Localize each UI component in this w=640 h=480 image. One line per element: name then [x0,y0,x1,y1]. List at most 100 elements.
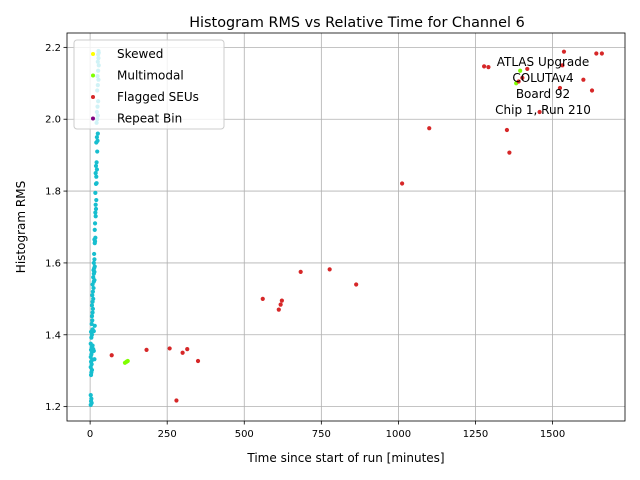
annotation-line: Chip 1, Run 210 [495,103,591,117]
data-point [589,88,595,93]
data-point [93,171,98,176]
data-point [93,202,98,207]
legend-label: Skewed [117,47,163,61]
x-tick-label: 1500 [540,429,565,440]
data-point [91,275,96,280]
data-point [92,323,97,328]
data-point [278,302,283,307]
data-point [279,298,284,303]
data-point [144,347,149,352]
y-tick-label: 1.6 [45,258,61,269]
y-tick-label: 2.2 [45,43,61,54]
annotation-line: COLUTAv4 [512,71,573,85]
data-point [94,135,100,140]
axis-ticks: 0 250 500 750 1000 1250 1500 1.2 1.4 1.6 1.8 2.0 2.2 [45,43,565,440]
data-point [594,51,599,56]
data-point [560,63,565,68]
data-point [94,160,99,165]
data-point [91,260,96,266]
data-point [167,346,172,351]
data-point [89,303,95,308]
data-point [94,181,99,186]
data-point [486,65,491,70]
legend-marker [91,73,95,78]
data-point [92,227,97,232]
data-point [504,127,510,133]
data-point [180,350,185,355]
x-tick-label: 0 [87,429,93,440]
data-point [94,167,100,172]
legend: Skewed Multimodal Flagged SEUs Repeat Bin [73,39,225,130]
data-point [276,307,281,312]
data-point [427,126,432,131]
data-point [92,257,97,262]
y-axis-label: Histogram RMS [14,181,28,273]
data-point [518,68,523,73]
data-point [93,163,99,169]
data-point [94,174,99,179]
data-point [89,400,94,406]
y-tick-label: 1.2 [45,402,61,413]
data-point [95,138,100,143]
data-point [92,357,97,362]
data-point [91,348,96,354]
data-point [482,64,487,69]
data-point [90,306,95,312]
legend-marker [91,95,95,99]
data-point [195,358,201,364]
data-point [89,396,94,401]
data-point [91,285,96,291]
data-point [93,235,98,240]
data-point [109,353,114,358]
chart-title: Histogram RMS vs Relative Time for Chann… [189,15,525,31]
legend-marker [91,52,95,56]
data-point [93,210,98,215]
legend-label: Multimodal [117,69,184,83]
data-point [92,264,97,269]
data-point [525,66,530,72]
data-point [90,289,95,294]
data-point [89,313,95,319]
x-axis-label: Time since start of run [minutes] [246,451,444,465]
data-point [174,398,179,403]
x-tick-label: 500 [235,429,254,440]
data-point [327,267,332,272]
data-point [89,321,94,327]
data-point [88,341,93,346]
x-tick-label: 250 [158,429,177,440]
data-point [599,51,604,56]
x-tick-label: 1250 [463,429,488,440]
data-point [557,85,563,91]
data-point [520,75,525,81]
data-point [507,150,512,155]
data-point [537,109,542,115]
data-point [93,206,99,212]
data-point [561,49,567,54]
data-point [185,347,190,352]
data-point [90,310,95,315]
annotation-line: Board 92 [516,87,570,101]
legend-label: Repeat Bin [117,112,182,126]
legend-box [73,39,225,130]
data-point [125,358,130,364]
data-point [400,181,405,186]
data-point [91,296,96,301]
data-point [298,269,303,275]
data-point [260,296,265,301]
plot-frame [66,32,626,422]
data-point [90,318,95,323]
data-point [95,131,100,136]
data-point [516,79,521,84]
data-point [92,251,97,257]
legend-marker [91,116,95,121]
data-point [94,197,99,203]
y-tick-label: 1.4 [45,330,61,341]
data-point [93,214,98,219]
annotation-line: ATLAS Upgrade [497,55,590,69]
data-point [92,221,98,226]
x-tick-label: 1000 [386,429,411,440]
data-point [93,190,98,195]
data-point [90,293,95,298]
data-point [95,149,100,154]
